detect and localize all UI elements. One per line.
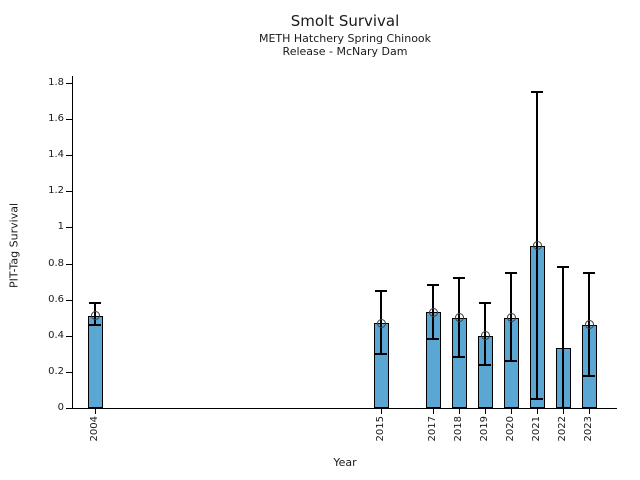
y-tick-label-1: 1 <box>57 221 64 233</box>
x-tick-mark-2017 <box>433 409 434 414</box>
x-tick-label-2021: 2021 <box>531 416 542 442</box>
y-tick-label-0.4: 0.4 <box>48 329 64 341</box>
point-marker-2020 <box>507 313 516 323</box>
x-tick-mark-2015 <box>381 409 382 414</box>
x-tick-label-2015: 2015 <box>375 416 386 442</box>
error-cap-low-2017 <box>427 338 439 341</box>
y-tick-label-1.2: 1.2 <box>48 185 64 197</box>
x-tick-mark-2004 <box>95 409 96 414</box>
x-tick-mark-2019 <box>485 409 486 414</box>
error-cap-high-2018 <box>453 277 465 279</box>
chart-subtitle-hatchery: METH Hatchery Spring Chinook <box>258 32 432 45</box>
x-axis-spine <box>72 408 617 409</box>
chart-subtitle-release: Release - McNary Dam <box>282 45 408 58</box>
y-tick-label-0.2: 0.2 <box>48 365 64 377</box>
x-tick-mark-2018 <box>459 409 460 414</box>
y-tick-mark-0.6 <box>66 299 73 301</box>
y-tick-mark-0.8 <box>66 263 73 265</box>
error-cap-high-2023 <box>583 271 595 274</box>
x-tick-mark-2021 <box>537 409 538 414</box>
point-marker-2023 <box>585 320 594 330</box>
point-marker-2019 <box>481 331 490 341</box>
y-tick-mark-0 <box>66 408 73 409</box>
error-cap-low-2020 <box>505 360 517 363</box>
y-tick-label-1.8: 1.8 <box>48 77 64 88</box>
y-axis-label: PIT-Tag Survival <box>7 203 21 289</box>
point-marker-2017 <box>429 307 438 317</box>
x-axis-label: Year <box>333 456 357 469</box>
point-marker-2015 <box>377 318 386 328</box>
y-tick-mark-1 <box>66 227 73 229</box>
y-tick-mark-1.4 <box>66 155 73 157</box>
error-cap-high-2017 <box>427 284 439 287</box>
y-tick-label-1.6: 1.6 <box>48 113 64 125</box>
error-cap-low-2018 <box>453 356 465 359</box>
bar-2004 <box>88 315 103 408</box>
point-marker-2021 <box>533 241 542 250</box>
error-bar-2022 <box>562 267 564 408</box>
y-tick-mark-1.2 <box>66 191 73 193</box>
x-tick-label-2019: 2019 <box>479 416 490 442</box>
error-cap-low-2004 <box>89 323 101 326</box>
error-cap-high-2021 <box>531 91 543 94</box>
x-tick-mark-2022 <box>563 409 564 414</box>
x-tick-label-2018: 2018 <box>453 416 464 442</box>
error-cap-low-2021 <box>531 397 543 400</box>
x-tick-label-2017: 2017 <box>427 416 438 442</box>
error-cap-low-2015 <box>375 352 387 355</box>
error-cap-low-2019 <box>479 363 491 366</box>
y-axis-spine <box>72 76 73 408</box>
y-tick-label-0: 0 <box>57 402 64 413</box>
error-cap-high-2019 <box>479 302 491 305</box>
error-cap-high-2022 <box>557 266 569 269</box>
x-tick-label-2022: 2022 <box>557 416 568 442</box>
y-tick-mark-1.6 <box>66 119 73 121</box>
error-cap-high-2020 <box>505 271 517 274</box>
x-tick-label-2004: 2004 <box>89 416 100 442</box>
point-marker-2004 <box>91 311 100 321</box>
y-tick-mark-0.2 <box>66 371 73 373</box>
x-tick-label-2023: 2023 <box>583 416 594 442</box>
y-tick-mark-1.8 <box>66 83 73 84</box>
x-tick-mark-2023 <box>589 409 590 414</box>
x-tick-mark-2020 <box>511 409 512 414</box>
y-tick-label-1.4: 1.4 <box>48 149 64 161</box>
error-cap-high-2004 <box>89 302 101 305</box>
y-tick-mark-0.4 <box>66 335 73 337</box>
x-tick-label-2020: 2020 <box>505 416 516 442</box>
error-cap-low-2023 <box>583 374 595 377</box>
point-marker-2018 <box>455 313 464 323</box>
y-tick-label-0.6: 0.6 <box>48 293 64 305</box>
y-tick-label-0.8: 0.8 <box>48 257 64 269</box>
error-cap-high-2015 <box>375 289 387 292</box>
chart-title: Smolt Survival <box>290 12 400 30</box>
